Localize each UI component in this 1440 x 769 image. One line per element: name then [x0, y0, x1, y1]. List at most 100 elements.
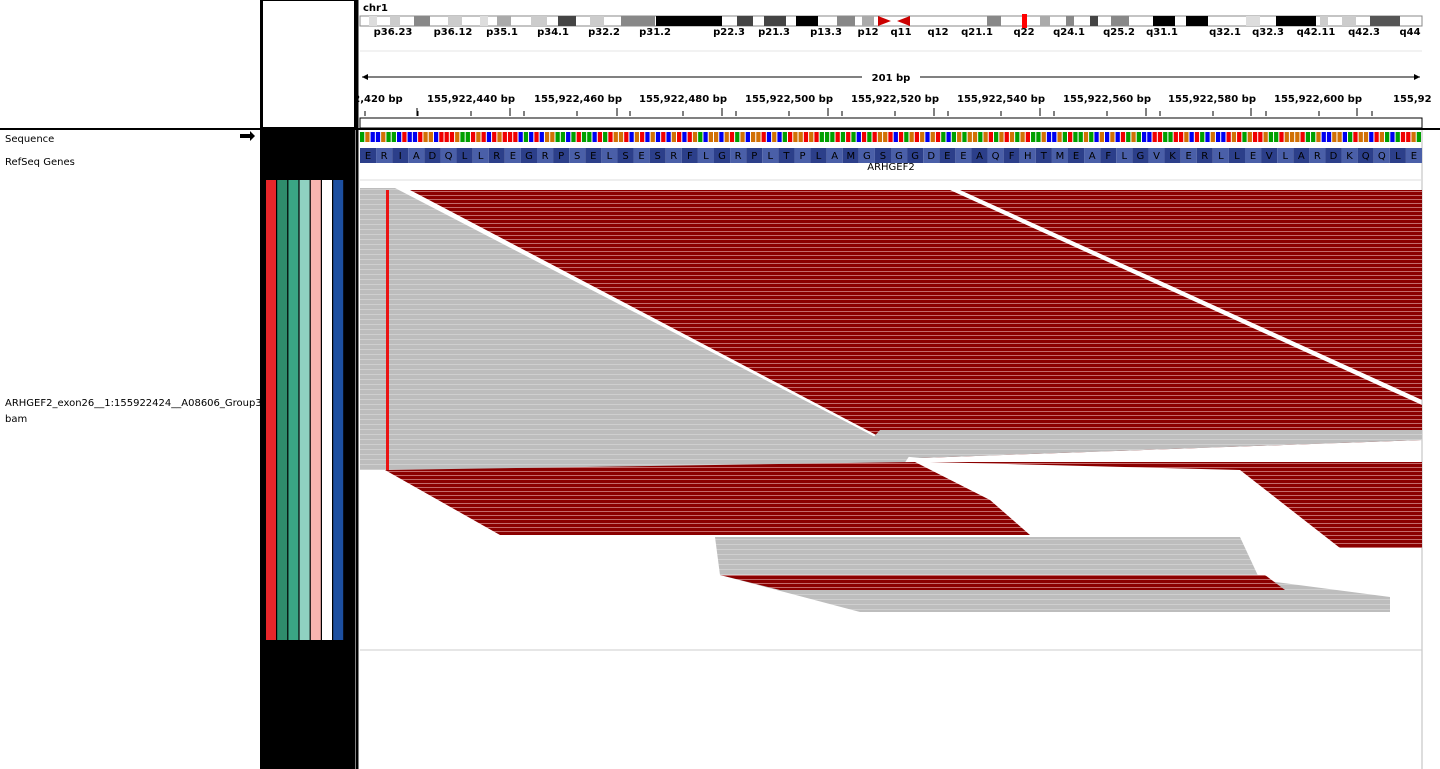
base — [1353, 132, 1358, 142]
amino-acid-label: M — [1056, 151, 1065, 162]
amino-acid — [1245, 148, 1262, 163]
track-name[interactable]: ARHGEF2_exon26__1:155922424__A08606_Grou… — [5, 398, 262, 409]
base — [465, 132, 470, 142]
cytoband — [369, 16, 377, 26]
cytoband — [796, 16, 818, 26]
amino-acid — [1212, 148, 1229, 163]
base — [714, 132, 719, 142]
amino-acid-label: F — [1009, 151, 1015, 162]
base — [1173, 132, 1178, 142]
amino-acid — [488, 148, 505, 163]
base — [439, 132, 444, 142]
amino-acid-label: H — [1024, 151, 1032, 162]
base — [772, 132, 777, 142]
amino-acid — [601, 148, 618, 163]
base — [872, 132, 877, 142]
span-label: 201 bp — [872, 73, 911, 84]
base — [1099, 132, 1104, 142]
cytoband-label: p35.1 — [486, 27, 518, 38]
attribute — [288, 180, 299, 640]
ruler-label: 155,922,460 bp — [534, 94, 622, 105]
mismatch-column — [386, 190, 389, 470]
ruler-label: 155,922,520 bp — [851, 94, 939, 105]
base — [1258, 132, 1263, 142]
amino-acid — [408, 148, 425, 163]
base — [1110, 132, 1115, 142]
amino-acid-label: M — [846, 151, 855, 162]
amino-acid-label: E — [960, 151, 966, 162]
amino-acid — [553, 148, 570, 163]
cytoband-label: q42.3 — [1348, 27, 1380, 38]
base — [1337, 132, 1342, 142]
base — [634, 132, 640, 142]
base — [893, 132, 898, 142]
base — [1311, 132, 1316, 142]
amino-acid-label: A — [1298, 151, 1305, 162]
track-name[interactable]: Sequence — [5, 134, 54, 145]
base — [418, 132, 423, 142]
cytoband — [764, 16, 786, 26]
amino-acid-label: G — [525, 151, 533, 162]
base — [999, 132, 1004, 142]
base — [1136, 132, 1141, 142]
attribute — [310, 180, 321, 640]
base — [1395, 132, 1400, 142]
base — [1363, 132, 1369, 142]
base — [1015, 132, 1020, 142]
amino-acid-label: Q — [992, 151, 1000, 162]
base — [809, 132, 814, 142]
amino-acid-label: L — [1282, 151, 1288, 162]
cytoband-label: q12 — [927, 27, 948, 38]
cytoband — [1040, 16, 1050, 26]
amino-acid — [1277, 148, 1294, 163]
base — [867, 132, 872, 142]
base — [777, 132, 782, 142]
base — [587, 132, 592, 142]
base — [1068, 132, 1073, 142]
ruler-label: 155,92 — [1393, 94, 1432, 105]
amino-acid-label: R — [1201, 151, 1208, 162]
read-block — [360, 188, 910, 470]
base — [824, 132, 830, 142]
amino-acid-label: L — [462, 151, 468, 162]
ruler-label: 155,922,440 bp — [427, 94, 515, 105]
base — [1316, 132, 1321, 142]
alignments — [360, 188, 1422, 612]
amino-acid-label: L — [1122, 151, 1128, 162]
base — [1390, 132, 1395, 142]
cytoband — [1246, 16, 1260, 26]
ruler-label: 155,922,580 bp — [1168, 94, 1256, 105]
amino-acid — [569, 148, 586, 163]
base — [1295, 132, 1300, 142]
base — [1210, 132, 1215, 142]
amino-acid-label: G — [718, 151, 726, 162]
base — [1231, 132, 1237, 142]
base — [375, 132, 381, 142]
base — [798, 132, 803, 142]
amino-acid — [472, 148, 489, 163]
cytoband — [497, 16, 511, 26]
base — [840, 132, 846, 142]
amino-acid-label: Q — [1362, 151, 1370, 162]
amino-acid-label: L — [1218, 151, 1224, 162]
cytoband — [862, 16, 874, 26]
track-name[interactable]: bam — [5, 414, 27, 425]
base — [1321, 132, 1326, 142]
amino-acid-label: P — [751, 151, 757, 162]
base — [803, 132, 809, 142]
cytoband — [558, 16, 576, 26]
amino-acid — [649, 148, 666, 163]
base — [740, 132, 745, 142]
cytoband — [1370, 16, 1400, 26]
base — [560, 132, 566, 142]
read-block — [385, 462, 1030, 535]
track-name[interactable]: RefSeq Genes — [5, 157, 75, 168]
base — [877, 132, 883, 142]
base — [888, 132, 893, 142]
amino-acid — [1405, 148, 1422, 163]
amino-acid-label: K — [1346, 151, 1353, 162]
base — [1078, 132, 1083, 142]
base — [988, 132, 994, 142]
base — [904, 132, 909, 142]
cytoband-label: p12 — [857, 27, 878, 38]
